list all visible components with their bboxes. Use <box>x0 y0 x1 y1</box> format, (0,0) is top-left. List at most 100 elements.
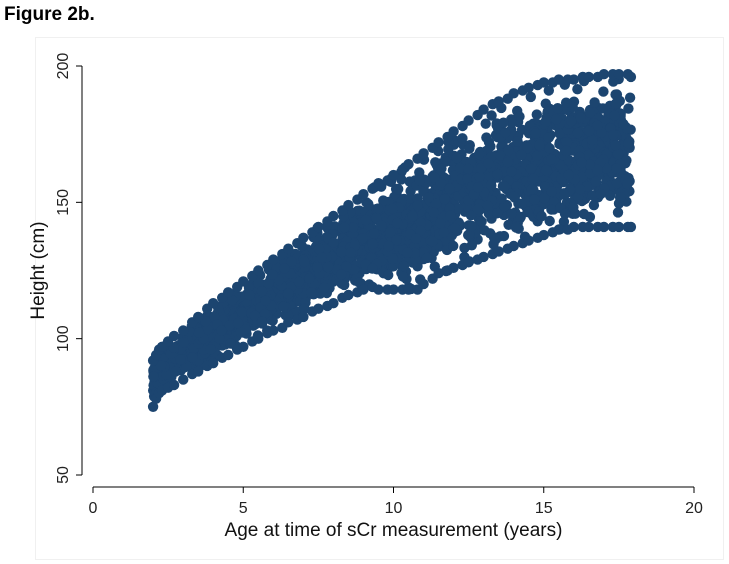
y-axis-title: Height (cm) <box>28 221 49 319</box>
data-point <box>403 284 414 295</box>
data-point <box>523 235 534 246</box>
x-tick-label: 20 <box>685 500 703 517</box>
data-point <box>583 221 594 233</box>
data-point <box>510 222 522 233</box>
data-point <box>586 135 598 146</box>
data-point <box>568 202 579 213</box>
data-point <box>244 289 255 301</box>
data-point <box>543 132 554 143</box>
data-point <box>472 182 484 193</box>
data-point <box>318 282 330 293</box>
data-point <box>559 208 571 219</box>
data-point <box>293 276 305 287</box>
data-point <box>306 287 317 298</box>
data-point <box>508 88 519 99</box>
data-point <box>589 97 600 108</box>
data-point <box>522 206 533 218</box>
data-point <box>391 234 402 246</box>
data-point <box>384 227 396 238</box>
data-point <box>618 118 629 130</box>
data-point <box>531 109 542 120</box>
data-point <box>283 317 294 328</box>
data-point <box>428 207 439 218</box>
data-point <box>466 220 477 232</box>
data-point <box>415 217 426 229</box>
data-point <box>508 240 519 252</box>
data-point <box>278 301 289 312</box>
data-point <box>483 137 495 148</box>
data-point <box>253 333 264 344</box>
data-point <box>286 256 297 267</box>
data-point <box>576 157 587 168</box>
data-point <box>498 230 510 242</box>
data-point <box>263 278 274 289</box>
data-point <box>435 218 446 229</box>
data-point <box>472 203 484 215</box>
data-point <box>345 247 356 258</box>
data-point <box>343 199 354 211</box>
data-point <box>443 144 454 155</box>
data-point <box>373 178 384 189</box>
data-point <box>604 190 616 201</box>
data-point <box>539 193 550 204</box>
data-point <box>414 167 425 178</box>
data-point <box>232 317 244 329</box>
data-point <box>368 228 380 239</box>
data-point <box>387 253 398 265</box>
data-point <box>313 303 324 314</box>
data-point <box>622 178 633 190</box>
data-point <box>208 358 219 369</box>
data-point <box>328 210 339 222</box>
data-point <box>595 188 606 200</box>
data-point <box>225 338 236 349</box>
data-point <box>373 284 384 295</box>
data-point <box>279 263 290 274</box>
data-point <box>482 200 494 211</box>
data-point <box>396 174 407 185</box>
data-point <box>526 184 537 195</box>
data-point <box>536 211 547 222</box>
x-tick-label: 15 <box>535 500 553 517</box>
data-point <box>433 137 444 148</box>
data-point <box>283 288 294 299</box>
data-point <box>444 183 455 194</box>
data-point <box>584 125 595 137</box>
data-point <box>523 82 534 94</box>
data-point <box>592 120 603 131</box>
data-point <box>357 233 368 244</box>
data-point <box>516 198 528 209</box>
data-point <box>546 186 557 197</box>
data-point <box>561 137 572 148</box>
y-ticks: 50 100 150 200 <box>55 53 82 484</box>
data-point <box>572 127 584 139</box>
data-point <box>430 198 442 209</box>
data-point <box>313 243 325 255</box>
data-point <box>492 168 503 180</box>
data-point <box>525 163 537 174</box>
data-point <box>561 145 572 156</box>
data-point <box>407 211 418 222</box>
data-point <box>500 127 511 138</box>
data-point <box>578 208 590 220</box>
data-point <box>448 240 459 252</box>
data-point <box>253 265 264 276</box>
data-point <box>506 166 517 177</box>
data-point <box>299 256 310 268</box>
data-point <box>187 352 198 363</box>
data-point <box>478 104 489 115</box>
data-point <box>429 172 440 183</box>
data-point <box>528 173 539 184</box>
data-point <box>402 247 413 258</box>
data-point <box>486 110 497 121</box>
data-point <box>267 269 278 280</box>
data-point <box>534 139 545 151</box>
data-point <box>358 284 369 295</box>
data-point <box>170 366 181 377</box>
data-point <box>506 117 517 128</box>
data-point <box>256 286 268 297</box>
data-point <box>516 149 527 161</box>
data-point <box>568 221 579 233</box>
data-point <box>451 152 462 164</box>
data-point <box>312 262 323 273</box>
